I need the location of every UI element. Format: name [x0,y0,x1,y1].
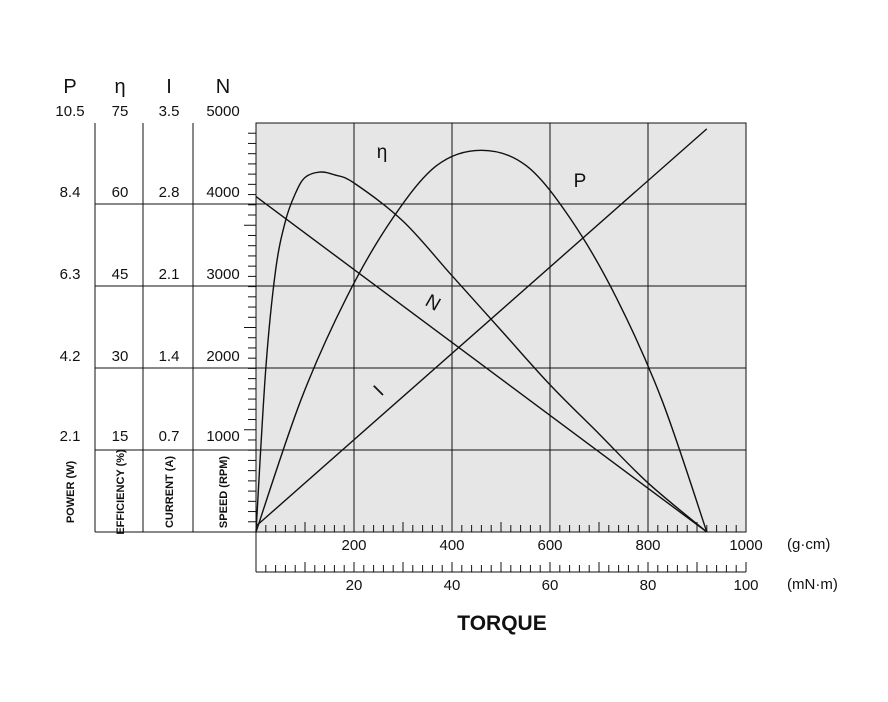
axis-tick-label: 2000 [206,348,239,365]
axis-name-0: POWER (W) [65,461,77,524]
x-tick-label: 400 [439,537,464,554]
labels: P 2.1 4.2 6.3 8.4 10.5 POWER (W) η 15 30 45 60 75 EFF… [55,76,762,594]
axis-symbol-3: N [216,76,230,98]
axis-tick-label: 2.1 [60,428,81,445]
series-N [255,196,708,533]
x2-tick-label: 80 [640,577,657,594]
axis-tick-label: 15 [112,428,129,445]
axis-name-1: EFFICIENCY (%) [115,449,127,535]
x-secondary-unit: (mN·m) [787,576,838,593]
axis-tick-label: 60 [112,184,129,201]
x2-tick-label: 60 [542,577,559,594]
axis-tick-label: 10.5 [55,103,84,120]
x2-tick-label: 100 [733,577,758,594]
axis-name-2: CURRENT (A) [164,456,176,528]
curve-label-1: P [574,171,587,192]
chart-title: TORQUE [457,612,546,635]
x-tick-label: 800 [635,537,660,554]
axis-tick-label: 4000 [206,184,239,201]
axis-symbol-1: η [114,76,125,98]
axis-tick-label: 1000 [206,428,239,445]
plot-area [255,122,747,533]
axis-symbol-0: P [63,76,76,98]
series-I [255,128,708,527]
axis-tick-label: 0.7 [159,428,180,445]
axis-symbol-2: I [166,76,172,98]
series-η [255,171,708,533]
axis-tick-label: 4.2 [60,348,81,365]
axis-tick-label: 2.8 [159,184,180,201]
axis-tick-label: 6.3 [60,266,81,283]
x-tick-label: 1000 [729,537,762,554]
x-tick-label: 600 [537,537,562,554]
axis-ticks [244,132,747,573]
axis-tick-label: 3.5 [159,103,180,120]
axis-tick-label: 3000 [206,266,239,283]
axis-tick-label: 30 [112,348,129,365]
curves [255,128,708,533]
axis-tick-label: 8.4 [60,184,81,201]
x2-tick-label: 40 [444,577,461,594]
axis-tick-label: 2.1 [159,266,180,283]
x-tick-label: 200 [341,537,366,554]
axis-tick-label: 75 [112,103,129,120]
axis-name-3: SPEED (RPM) [218,456,230,528]
curve-label-0: η [377,142,388,163]
series-P [255,149,708,533]
axis-tick-label: 45 [112,266,129,283]
x-primary-unit: (g·cm) [787,536,830,553]
x2-tick-label: 20 [346,577,363,594]
axis-tick-label: 5000 [206,103,239,120]
axis-tick-label: 1.4 [159,348,180,365]
